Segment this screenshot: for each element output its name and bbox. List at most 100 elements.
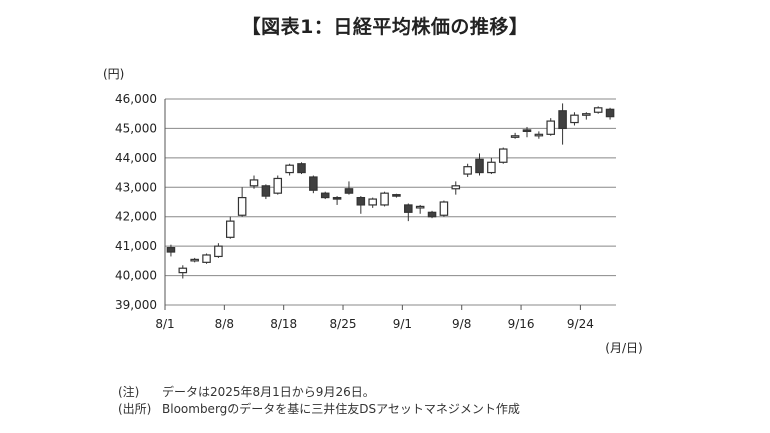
chart-title: 【図表1：日経平均株価の推移】 — [241, 16, 529, 38]
candle — [451, 181, 461, 195]
candle-body — [309, 176, 318, 191]
candle — [415, 204, 425, 214]
candle-body — [439, 201, 449, 216]
candle — [178, 265, 188, 279]
x-tick-label: 8/18 — [270, 317, 297, 331]
candle-body — [593, 107, 603, 113]
candle-body — [225, 220, 235, 238]
candle — [498, 147, 508, 164]
candle — [522, 126, 532, 138]
y-tick-label: 44,000 — [115, 151, 157, 165]
candle-body — [546, 120, 556, 135]
source-text: Bloombergのデータを基に三井住友DSアセットマネジメント作成 — [162, 402, 520, 416]
candle-body — [570, 114, 579, 124]
candle-body — [404, 204, 413, 213]
y-tick-label: 43,000 — [115, 180, 157, 194]
candle-body — [380, 192, 389, 206]
candle-body — [214, 245, 223, 258]
candle-body — [261, 185, 271, 197]
label-layer: 39,000 40,000 41,000 42,000 43,000 44,000 45,0… — [103, 67, 643, 355]
candle-body — [190, 258, 199, 262]
candle — [510, 132, 520, 139]
candle — [249, 175, 259, 189]
candle-body — [320, 192, 330, 199]
candle — [546, 118, 556, 136]
candle-body — [510, 135, 520, 138]
x-tick-label: 9/1 — [393, 317, 412, 331]
note-text: データは2025年8月1日から9月26日。 — [162, 385, 375, 399]
axis-layer — [164, 99, 581, 310]
candle-body — [273, 177, 283, 194]
candle-body — [202, 254, 211, 263]
candle-body — [178, 267, 188, 274]
candle-body — [166, 247, 176, 253]
candle-layer — [166, 103, 615, 279]
candle — [309, 175, 318, 194]
candle — [273, 175, 283, 195]
candle-body — [392, 194, 401, 197]
candle — [261, 184, 271, 200]
candle — [332, 196, 342, 205]
candle — [285, 163, 294, 176]
candle — [237, 187, 247, 217]
y-tick-label: 45,000 — [115, 121, 157, 135]
candle — [320, 191, 330, 200]
candle — [439, 200, 449, 217]
candle — [593, 106, 603, 114]
candle-body — [249, 179, 259, 187]
x-tick-label: 9/16 — [508, 317, 535, 331]
candle-body — [463, 166, 472, 175]
x-tick-label: 8/1 — [155, 317, 174, 331]
candle-body — [297, 163, 306, 174]
candle-body — [451, 185, 461, 190]
candle — [380, 191, 389, 207]
candle — [463, 163, 472, 177]
candle — [190, 257, 199, 263]
candle-body — [285, 164, 294, 174]
y-tick-label: 46,000 — [115, 92, 157, 106]
source-line: (出所) Bloombergのデータを基に三井住友DSアセットマネジメント作成 — [118, 400, 520, 417]
candle — [475, 153, 484, 176]
x-tick-label: 9/8 — [452, 317, 471, 331]
y-tick-label: 39,000 — [115, 298, 157, 312]
candle-body — [368, 198, 377, 206]
y-tick-label: 42,000 — [115, 210, 157, 224]
candle-body — [605, 108, 615, 118]
x-tick-label: 9/24 — [567, 317, 594, 331]
candle — [605, 107, 615, 120]
candle-body — [427, 211, 437, 218]
candle — [558, 103, 567, 145]
candle — [356, 196, 366, 214]
candle-body — [522, 129, 532, 132]
candle — [582, 112, 591, 120]
candle-body — [498, 148, 508, 163]
y-tick-label: 40,000 — [115, 269, 157, 283]
candle — [297, 162, 306, 175]
candle — [202, 253, 211, 264]
source-tag: (出所) — [118, 402, 152, 416]
candle-body — [415, 205, 425, 209]
candle-body — [487, 161, 496, 174]
candle — [534, 131, 544, 139]
candle — [570, 112, 579, 126]
candle-body — [558, 110, 567, 130]
candle — [214, 243, 223, 258]
candle — [427, 210, 437, 219]
candle-body — [332, 196, 342, 200]
candle — [392, 193, 401, 198]
candle — [166, 244, 176, 257]
candle-body — [344, 188, 354, 194]
candle-body — [475, 158, 484, 174]
candle-body — [582, 113, 591, 116]
candle — [404, 203, 413, 222]
candle — [487, 157, 496, 175]
x-unit-label: (月/日) — [605, 341, 642, 355]
candle — [225, 216, 235, 239]
candle-body — [534, 133, 544, 137]
x-tick-label: 8/8 — [215, 317, 234, 331]
candle-body — [237, 196, 247, 216]
candle — [344, 181, 354, 195]
grid-layer — [165, 98, 616, 306]
y-tick-label: 41,000 — [115, 239, 157, 253]
